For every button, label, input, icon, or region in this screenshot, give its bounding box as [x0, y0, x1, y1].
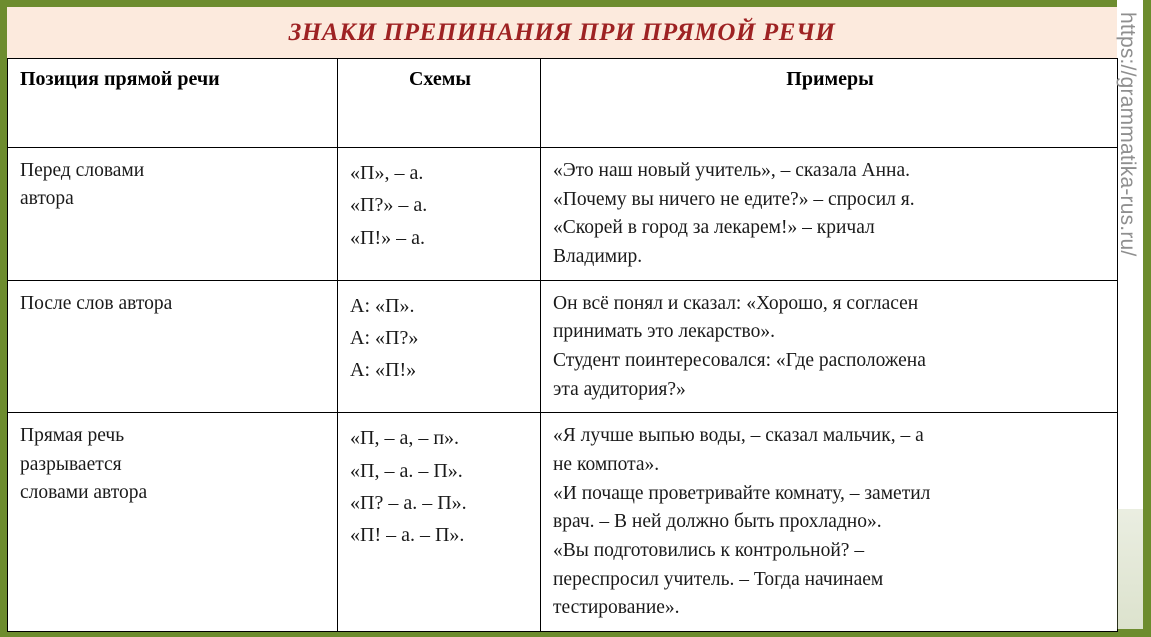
- text-line: принимать это лекарство».: [553, 321, 775, 343]
- cell-examples: «Я лучше выпью воды, – сказал мальчик, –…: [540, 412, 1118, 632]
- text-line: словами автора: [20, 481, 148, 503]
- watermark-url: https://grammatika-rus.ru/: [1116, 12, 1139, 257]
- text-line: автора: [20, 188, 74, 210]
- text-line: Студент поинтересовался: «Где расположен…: [553, 349, 926, 371]
- text-line: переспросил учитель. – Тогда начинаем: [553, 568, 884, 590]
- page-title: ЗНАКИ ПРЕПИНАНИЯ ПРИ ПРЯМОЙ РЕЧИ: [288, 18, 836, 46]
- text-line: «П!» – а.: [350, 226, 425, 249]
- text-line: А: «П!»: [350, 359, 417, 382]
- text-line: тестирование».: [553, 597, 680, 619]
- table-header: Позиция прямой речи Схемы Примеры: [7, 58, 1118, 148]
- table-row: После слов автора А: «П». А: «П?» А: «П!…: [7, 279, 1118, 414]
- column-header-schemes: Схемы: [337, 58, 541, 148]
- text-line: «П, – а. – П».: [350, 459, 463, 482]
- cell-schemes: «П», – а. «П?» – а. «П!» – а.: [337, 147, 541, 281]
- column-header-examples: Примеры: [540, 58, 1118, 148]
- cell-position: Перед словами автора: [7, 147, 338, 281]
- text-line: Перед словами: [20, 160, 145, 181]
- cell-schemes: «П, – а, – п». «П, – а. – П». «П? – а. –…: [337, 412, 541, 632]
- text-line: «Почему вы ничего не едите?» – спросил я…: [553, 188, 915, 210]
- decorative-green-frame-right: [1143, 0, 1151, 637]
- watermark-decoration: [1117, 509, 1143, 629]
- cell-examples: «Это наш новый учитель», – сказала Анна.…: [540, 147, 1118, 281]
- text-line: «П?» – а.: [350, 194, 428, 217]
- text-line: «Скорей в город за лекарем!» – кричал: [553, 217, 875, 239]
- table-row: Перед словами автора «П», – а. «П?» – а.…: [7, 147, 1118, 281]
- punctuation-rules-table: Позиция прямой речи Схемы Примеры Перед …: [7, 58, 1118, 632]
- text-line: Прямая речь: [20, 425, 125, 447]
- text-line: разрывается: [20, 453, 122, 475]
- text-line: А: «П».: [350, 294, 415, 317]
- text-line: «Я лучше выпью воды, – сказал мальчик, –…: [553, 425, 924, 447]
- text-line: После слов автора: [20, 292, 173, 314]
- column-header-position: Позиция прямой речи: [7, 58, 338, 148]
- cell-position: Прямая речь разрывается словами автора: [7, 412, 338, 632]
- cell-examples: Он всё понял и сказал: «Хорошо, я соглас…: [540, 279, 1118, 414]
- cell-schemes: А: «П». А: «П?» А: «П!»: [337, 279, 541, 414]
- text-line: «П», – а.: [350, 162, 424, 184]
- table-header-row: Позиция прямой речи Схемы Примеры: [7, 58, 1118, 148]
- table-row: Прямая речь разрывается словами автора «…: [7, 412, 1118, 632]
- text-line: «Вы подготовились к контрольной? –: [553, 539, 865, 561]
- text-line: «П! – а. – П».: [350, 524, 465, 547]
- text-line: «Это наш новый учитель», – сказала Анна.: [553, 160, 910, 181]
- text-line: врач. – В ней должно быть прохладно».: [553, 511, 882, 533]
- title-banner: ЗНАКИ ПРЕПИНАНИЯ ПРИ ПРЯМОЙ РЕЧИ: [7, 7, 1117, 58]
- text-line: Он всё понял и сказал: «Хорошо, я соглас…: [553, 292, 919, 314]
- text-line: А: «П?»: [350, 327, 419, 350]
- site-watermark: https://grammatika-rus.ru/: [1115, 8, 1141, 338]
- text-line: не компота».: [553, 453, 660, 475]
- cell-position: После слов автора: [7, 279, 338, 414]
- decorative-green-frame-bottom: [0, 629, 1151, 637]
- text-line: эта аудитория?»: [553, 378, 686, 400]
- text-line: «П, – а, – п».: [350, 427, 460, 450]
- text-line: «И почаще проветривайте комнату, – замет…: [553, 482, 931, 504]
- table-body: Перед словами автора «П», – а. «П?» – а.…: [7, 147, 1118, 632]
- text-line: Владимир.: [553, 245, 643, 267]
- text-line: «П? – а. – П».: [350, 492, 467, 515]
